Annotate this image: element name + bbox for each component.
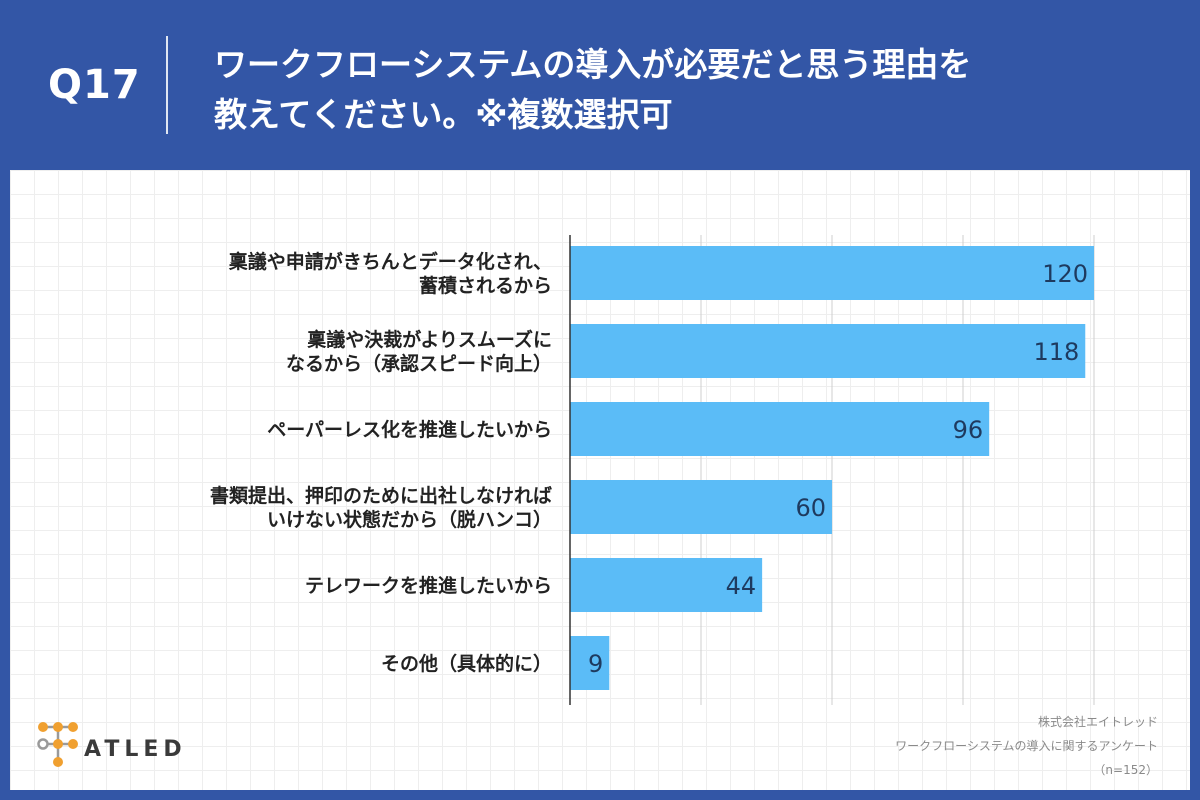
bar-1 (570, 246, 1094, 300)
value-label-5: 44 (726, 572, 757, 600)
logo-text: ATLED (84, 737, 187, 762)
category-label-6: その他（具体的に） (381, 652, 552, 675)
category-label-line: 稟議や申請がきちんとデータ化され、 (229, 250, 552, 273)
category-label-line: テレワークを推進したいから (305, 574, 552, 597)
question-title: ワークフローシステムの導入が必要だと思う理由を 教えてください。※複数選択可 (214, 40, 1154, 140)
bar-2 (570, 324, 1086, 378)
header: Q17 ワークフローシステムの導入が必要だと思う理由を 教えてください。※複数選… (0, 0, 1200, 170)
category-label-3: ペーパーレス化を推進したいから (267, 418, 552, 441)
value-label-6: 9 (588, 650, 603, 678)
category-label-line: その他（具体的に） (381, 652, 552, 675)
category-label-5: テレワークを推進したいから (305, 574, 552, 597)
question-number: Q17 (48, 62, 141, 108)
bar-5 (570, 558, 763, 612)
category-label-4: 書類提出、押印のために出社しなければいけない状態だから（脱ハンコ） (210, 484, 552, 531)
value-label-2: 118 (1033, 338, 1079, 366)
chart-panel: 120 稟議や申請がきちんとデータ化され、蓄積されるから 118 稟議や決裁がよりスム… (10, 170, 1190, 790)
category-label-2: 稟議や決裁がよりスムーズになるから（承認スピード向上） (286, 328, 552, 375)
category-label-1: 稟議や申請がきちんとデータ化され、蓄積されるから (229, 250, 552, 297)
category-label-line: 蓄積されるから (419, 274, 552, 297)
bar-4 (570, 480, 832, 534)
category-label-line: いけない状態だから（脱ハンコ） (267, 508, 552, 531)
category-label-line: 稟議や決裁がよりスムーズに (307, 328, 552, 351)
bar-chart: 120 稟議や申請がきちんとデータ化され、蓄積されるから 118 稟議や決裁がよりスム… (210, 235, 1095, 705)
credit-survey-name: ワークフローシステムの導入に関するアンケート (895, 739, 1158, 753)
question-title-line-1: ワークフローシステムの導入が必要だと思う理由を (214, 45, 972, 84)
credit-sample-size: （n=152） (1093, 763, 1158, 777)
atled-logo-icon (36, 720, 80, 774)
question-title-line-2: 教えてください。※複数選択可 (214, 95, 673, 134)
category-label-line: 書類提出、押印のために出社しなければ (210, 484, 552, 507)
bar-3 (570, 402, 990, 456)
bar-6 (570, 636, 610, 690)
header-divider (166, 36, 168, 134)
value-label-3: 96 (953, 416, 984, 444)
value-label-4: 60 (795, 494, 826, 522)
category-label-line: なるから（承認スピード向上） (286, 352, 552, 375)
category-label-line: ペーパーレス化を推進したいから (267, 418, 552, 441)
value-label-1: 120 (1042, 260, 1088, 288)
credit-company: 株式会社エイトレッド (1037, 715, 1158, 729)
survey-credit: 株式会社エイトレッド ワークフローシステムの導入に関するアンケート （n=152… (895, 710, 1158, 782)
